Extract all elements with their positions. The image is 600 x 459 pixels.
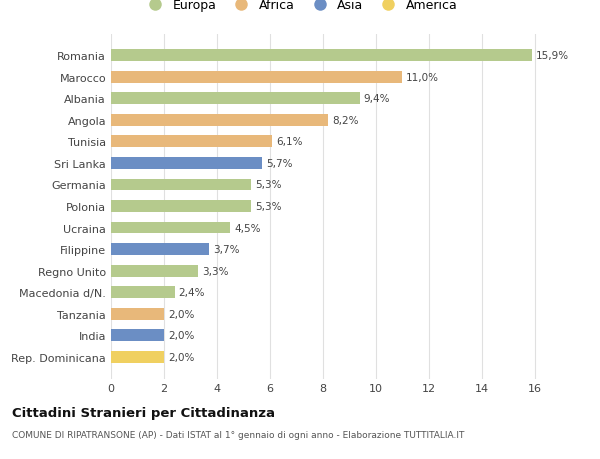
Bar bbox=[111, 157, 262, 169]
Bar bbox=[111, 265, 199, 277]
Bar bbox=[111, 351, 164, 363]
Text: 3,7%: 3,7% bbox=[213, 245, 239, 255]
Text: 5,3%: 5,3% bbox=[255, 202, 282, 212]
Text: 5,7%: 5,7% bbox=[266, 158, 292, 168]
Text: 4,5%: 4,5% bbox=[234, 223, 260, 233]
Text: 2,0%: 2,0% bbox=[168, 309, 194, 319]
Bar bbox=[111, 50, 532, 62]
Bar bbox=[111, 93, 360, 105]
Text: Cittadini Stranieri per Cittadinanza: Cittadini Stranieri per Cittadinanza bbox=[12, 406, 275, 419]
Bar bbox=[111, 287, 175, 298]
Bar bbox=[111, 244, 209, 256]
Text: 6,1%: 6,1% bbox=[277, 137, 303, 147]
Bar bbox=[111, 201, 251, 213]
Text: COMUNE DI RIPATRANSONE (AP) - Dati ISTAT al 1° gennaio di ogni anno - Elaborazio: COMUNE DI RIPATRANSONE (AP) - Dati ISTAT… bbox=[12, 431, 464, 440]
Text: 8,2%: 8,2% bbox=[332, 116, 359, 125]
Text: 11,0%: 11,0% bbox=[406, 73, 439, 83]
Bar bbox=[111, 136, 272, 148]
Text: 9,4%: 9,4% bbox=[364, 94, 390, 104]
Text: 2,0%: 2,0% bbox=[168, 352, 194, 362]
Bar bbox=[111, 308, 164, 320]
Bar bbox=[111, 72, 402, 84]
Text: 3,3%: 3,3% bbox=[202, 266, 229, 276]
Bar bbox=[111, 115, 328, 126]
Bar bbox=[111, 222, 230, 234]
Text: 2,0%: 2,0% bbox=[168, 330, 194, 341]
Text: 2,4%: 2,4% bbox=[179, 288, 205, 297]
Bar bbox=[111, 330, 164, 341]
Text: 5,3%: 5,3% bbox=[255, 180, 282, 190]
Text: 15,9%: 15,9% bbox=[536, 51, 569, 61]
Legend: Europa, Africa, Asia, America: Europa, Africa, Asia, America bbox=[142, 0, 458, 12]
Bar bbox=[111, 179, 251, 191]
